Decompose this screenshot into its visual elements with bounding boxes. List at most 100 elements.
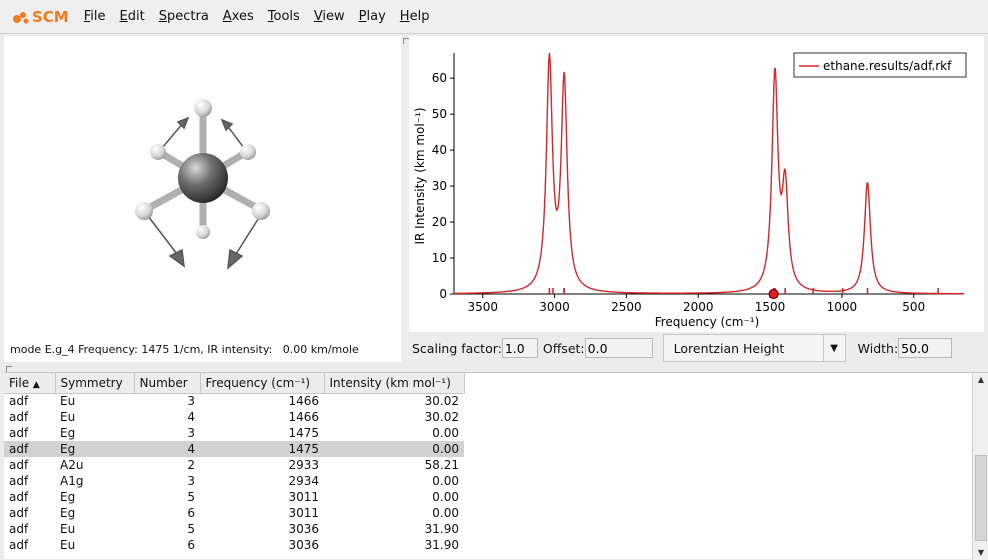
horizontal-splitter[interactable] <box>4 365 988 372</box>
cell-file: adf <box>9 458 29 472</box>
spectrum-controls: Scaling factor: Offset: Lorentzian Heigh… <box>409 334 984 362</box>
x-tick-label: 1000 <box>827 300 858 314</box>
table-row[interactable]: adf Eg 4 1475 0.00 <box>4 441 464 457</box>
cell-symmetry: A2u <box>60 458 84 472</box>
cell-frequency: 1475 <box>200 441 324 457</box>
y-tick-label: 30 <box>432 179 447 193</box>
menu-file[interactable]: File <box>83 9 106 24</box>
menu-axes[interactable]: Axes <box>222 9 254 24</box>
spectrum-chart[interactable]: 0 10 20 30 40 50 60 3500 3000 2500 2000 1500 1000 500… <box>409 36 984 332</box>
cell-frequency: 3036 <box>288 538 319 552</box>
table-header-row: File ▲ Symmetry Number Frequency (cm⁻¹) … <box>4 373 465 394</box>
cell-intensity: 31.90 <box>424 522 459 536</box>
scroll-up-icon[interactable]: ▲ <box>977 375 985 384</box>
cell-file: adf <box>9 410 29 424</box>
table-row[interactable]: adf Eu 6 3036 31.90 <box>4 537 464 553</box>
cell-frequency: 2934 <box>288 474 319 488</box>
cell-intensity: 30.02 <box>424 410 459 424</box>
cell-file: adf <box>9 426 29 440</box>
cell-symmetry: Eu <box>60 394 76 409</box>
x-tick-label: 500 <box>902 300 925 314</box>
column-header-file[interactable]: File ▲ <box>4 373 56 394</box>
column-header-symmetry[interactable]: Symmetry <box>55 373 135 394</box>
scaling-factor-input[interactable] <box>501 338 538 358</box>
menu-spectra[interactable]: Spectra <box>158 9 209 24</box>
table-row[interactable]: adf Eu 5 3036 31.90 <box>4 521 464 537</box>
menu-bar: SCM File Edit Spectra Axes Tools View Pl… <box>0 0 988 34</box>
spectrum-svg[interactable]: 0 10 20 30 40 50 60 3500 3000 2500 2000 1500 1000 500… <box>409 36 984 332</box>
cell-frequency: 3011 <box>288 490 319 504</box>
scm-logo-icon <box>13 11 29 23</box>
splitter-grip-icon <box>6 366 12 372</box>
cell-symmetry: Eg <box>60 426 76 440</box>
x-tick-label: 3000 <box>539 300 570 314</box>
y-tick-label: 20 <box>432 215 447 229</box>
vertical-splitter[interactable] <box>402 36 409 362</box>
menu-view[interactable]: View <box>313 9 345 24</box>
table-row[interactable]: adf Eg 6 3011 0.00 <box>4 505 464 521</box>
cell-intensity: 0.00 <box>432 474 459 488</box>
cell-number: 5 <box>187 522 195 536</box>
table-row[interactable]: adf Eg 3 1475 0.00 <box>4 425 464 441</box>
legend-label: ethane.results/adf.rkf <box>823 59 952 73</box>
cell-frequency: 1466 <box>288 410 319 424</box>
cell-number: 2 <box>187 458 195 472</box>
width-input[interactable] <box>898 338 953 358</box>
cell-file: adf <box>9 394 29 409</box>
table-row[interactable]: adf A2u 2 2933 58.21 <box>4 457 464 473</box>
offset-input[interactable] <box>584 338 653 358</box>
table-scrollbar[interactable]: ▲ ▼ <box>972 373 988 560</box>
cell-file: adf <box>9 506 29 520</box>
menu-help[interactable]: Help <box>399 9 430 24</box>
cell-symmetry: Eg <box>55 441 134 457</box>
molecule-model[interactable] <box>4 36 401 336</box>
x-tick-label: 2000 <box>683 300 714 314</box>
cell-intensity: 0.00 <box>324 441 464 457</box>
scroll-down-icon[interactable]: ▼ <box>977 548 985 557</box>
table-row[interactable]: adf Eu 3 1466 30.02 <box>4 393 464 409</box>
cell-symmetry: Eu <box>60 522 76 536</box>
lineshape-select[interactable]: Lorentzian Height ▼ <box>662 334 846 362</box>
cell-symmetry: A1g <box>60 474 84 488</box>
scrollbar-thumb[interactable] <box>975 455 987 541</box>
menu-tools[interactable]: Tools <box>267 9 300 24</box>
cell-intensity: 0.00 <box>432 506 459 520</box>
logo-text: SCM <box>32 7 69 26</box>
chevron-down-icon[interactable]: ▼ <box>822 335 845 361</box>
selected-mode-marker[interactable] <box>768 288 779 300</box>
table-row[interactable]: adf Eu 4 1466 30.02 <box>4 409 464 425</box>
column-header-frequency[interactable]: Frequency (cm⁻¹) <box>200 373 325 394</box>
splitter-grip-icon <box>403 38 409 44</box>
cell-number: 6 <box>187 538 195 552</box>
x-tick-label: 2500 <box>611 300 642 314</box>
cell-number: 3 <box>187 394 195 409</box>
cell-number: 3 <box>187 426 195 440</box>
molecule-viewer[interactable]: mode E.g_4 Frequency: 1475 1/cm, IR inte… <box>4 36 401 362</box>
series-line <box>453 52 964 295</box>
cell-number: 4 <box>187 410 195 424</box>
offset-label: Offset: <box>542 340 585 356</box>
scm-logo: SCM <box>12 8 69 26</box>
menu-edit[interactable]: Edit <box>119 9 145 24</box>
cell-frequency: 3011 <box>288 506 319 520</box>
cell-number: 5 <box>187 490 195 504</box>
table-row[interactable]: adf A1g 3 2934 0.00 <box>4 473 464 489</box>
y-tick-label: 0 <box>439 287 447 301</box>
chart-legend: ethane.results/adf.rkf <box>793 52 967 78</box>
cell-frequency: 3036 <box>288 522 319 536</box>
cell-number: 6 <box>187 506 195 520</box>
cell-file: adf <box>9 538 29 552</box>
cell-frequency: 1466 <box>288 394 319 409</box>
lineshape-value: Lorentzian Height <box>673 340 785 356</box>
column-header-number[interactable]: Number <box>134 373 201 394</box>
cell-symmetry: Eu <box>60 410 76 424</box>
x-tick-label: 1500 <box>755 300 786 314</box>
table-row[interactable]: adf Eg 5 3011 0.00 <box>4 489 464 505</box>
column-header-intensity[interactable]: Intensity (km mol⁻¹) <box>324 373 465 394</box>
cell-intensity: 30.02 <box>424 394 459 409</box>
menu-play[interactable]: Play <box>358 9 386 24</box>
cell-intensity: 0.00 <box>432 490 459 504</box>
cell-intensity: 58.21 <box>424 458 459 472</box>
cell-frequency: 1475 <box>288 426 319 440</box>
x-axis-label: Frequency (cm⁻¹) <box>655 315 760 329</box>
